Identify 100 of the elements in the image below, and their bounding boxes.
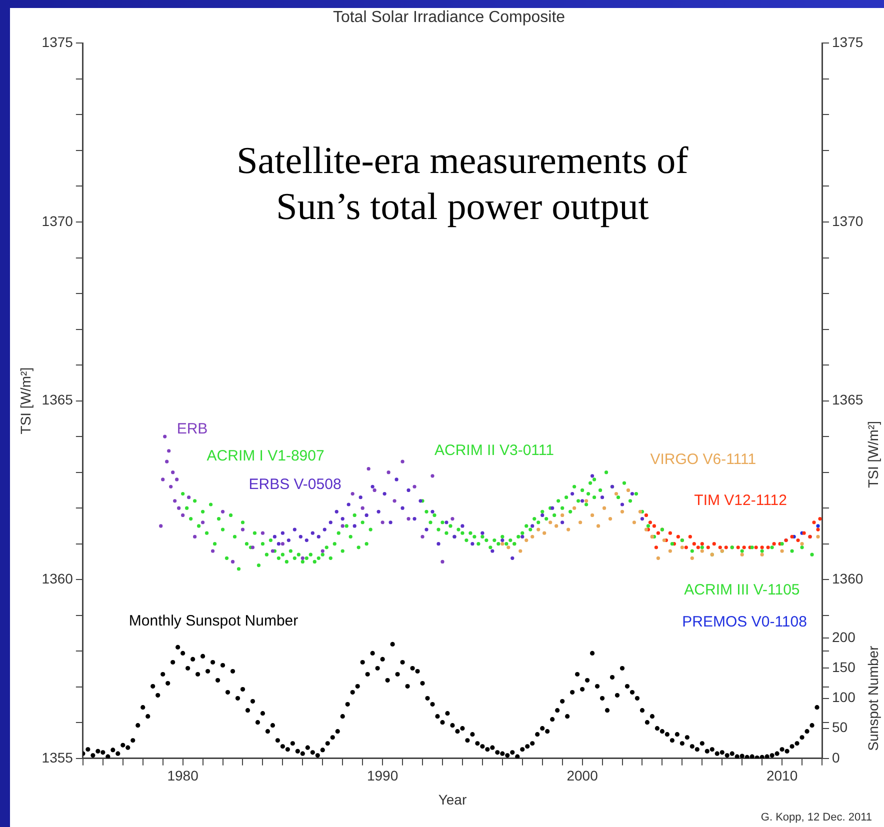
point [185,506,189,510]
point [159,524,163,528]
point [592,496,596,500]
point [500,538,504,542]
point [816,524,820,528]
point [700,546,704,550]
y-tick-label: 1370 [42,212,74,229]
point [181,492,185,496]
text: Monthly Sunspot Number [128,612,298,630]
point [268,538,273,542]
point [564,496,568,500]
point [510,556,514,560]
point [590,513,594,518]
point [548,520,552,524]
point [754,546,758,550]
point [244,542,249,546]
point [468,531,472,535]
point [236,567,241,571]
point [760,546,764,550]
point [470,542,474,546]
point [554,524,558,528]
point [484,538,488,542]
point [360,520,364,524]
point [488,546,492,550]
point [772,542,776,546]
point [578,520,582,524]
point [450,517,454,521]
point [346,502,350,506]
point [604,470,608,474]
point [424,510,428,514]
point [646,524,650,528]
point [560,520,564,524]
point [648,520,652,524]
point [316,556,320,560]
point [364,542,368,546]
series-label: VIRGO V6-1111 [650,450,756,468]
point [276,556,280,560]
text: ACRIM II V3-0111 [434,442,554,460]
point [818,517,822,521]
y-tick-label: 1365 [42,392,74,408]
point [165,460,169,464]
point [688,534,692,538]
point [700,542,704,546]
point [572,506,576,510]
point [680,546,684,550]
point [706,546,710,550]
point [210,549,215,553]
point [340,524,344,528]
point [260,542,265,546]
point [560,506,564,510]
point [348,534,352,538]
point [602,506,606,510]
point [608,517,612,521]
point [620,510,624,514]
point [632,520,636,524]
point [690,549,694,553]
point [300,556,304,560]
point [344,524,348,528]
point [570,492,574,496]
point [540,513,544,518]
point [524,538,528,542]
point [742,546,746,550]
point [518,549,522,553]
series-label: ERB [176,420,208,438]
point [724,546,728,550]
point [173,499,177,503]
point [480,531,484,535]
point [316,534,320,538]
point [472,534,476,538]
point [286,538,290,542]
point [334,510,338,514]
point [230,560,235,564]
point [220,528,225,532]
text: PREMOS V0-1108 [682,614,807,631]
point [598,488,602,492]
point [376,510,380,514]
point [480,534,484,538]
point [424,528,428,532]
point [676,534,680,538]
point [516,534,520,538]
point [386,470,390,474]
point [460,531,464,535]
point [240,528,245,532]
point [532,517,536,521]
point [552,513,556,518]
y-tick-label: 1360 [42,570,74,586]
point [560,513,564,518]
point [175,478,179,482]
y-tick-label: 1375 [42,34,74,50]
point [696,546,700,550]
y3-tick-label: 50 [832,719,848,736]
point [566,528,570,532]
point [590,474,594,478]
text: ACRIM I V1-8907 [206,447,324,464]
y2-axis-title: TSI [W/m²] [864,420,881,488]
series-label: ACRIM III V-1105 [684,581,800,598]
point [528,528,532,532]
point [392,499,396,503]
point [436,528,440,532]
point [736,546,740,550]
